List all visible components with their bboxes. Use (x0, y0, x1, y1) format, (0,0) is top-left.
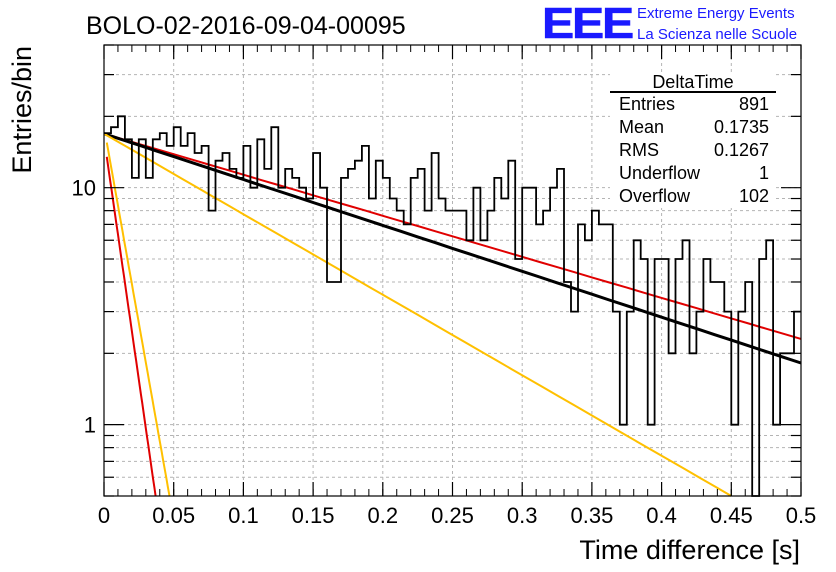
x-axis-label: Time difference [s] (579, 535, 800, 565)
stats-value-underflow: 1 (759, 163, 769, 183)
y-axis-label: Entries/bin (7, 46, 37, 174)
x-tick-label: 0.2 (368, 503, 399, 528)
histogram-series (104, 115, 801, 497)
stats-value-entries: 891 (739, 94, 769, 114)
y-tick-labels: 1 10 (72, 176, 96, 438)
stats-label-rms: RMS (619, 140, 659, 160)
stats-box-title: DeltaTime (652, 72, 733, 92)
stats-box: DeltaTime Entries 891 Mean 0.1735 RMS 0.… (610, 72, 776, 208)
logo-line-2: La Scienza nelle Scuole (637, 26, 797, 43)
fit-line-orange-4 (105, 142, 171, 497)
x-tick-label: 0.05 (152, 503, 195, 528)
stats-label-entries: Entries (619, 94, 675, 114)
x-tick-label: 0.25 (431, 503, 474, 528)
fit-line-red-3 (105, 156, 157, 497)
x-tick-label: 0.35 (570, 503, 613, 528)
x-tick-label: 0.45 (710, 503, 753, 528)
x-tick-label: 0 (98, 503, 110, 528)
x-tick-label: 0.3 (507, 503, 538, 528)
histogram-bins (104, 115, 801, 497)
stats-value-rms: 0.1267 (714, 140, 769, 160)
fit-line-red-0 (103, 132, 802, 340)
fit-line-black-1 (103, 132, 802, 365)
stats-label-mean: Mean (619, 117, 664, 137)
stats-label-underflow: Underflow (619, 163, 701, 183)
eee-logo: EEE (542, 0, 633, 48)
x-tick-label: 0.4 (646, 503, 677, 528)
stats-value-mean: 0.1735 (714, 117, 769, 137)
fit-curves (103, 132, 802, 497)
stats-label-overflow: Overflow (619, 186, 691, 206)
x-tick-label: 0.1 (228, 503, 259, 528)
x-tick-label: 0.5 (786, 503, 817, 528)
y-tick-label: 10 (72, 176, 96, 201)
run-title: BOLO-02-2016-09-04-00095 (86, 12, 406, 40)
axis-ticks (103, 44, 802, 497)
stats-box-background (610, 72, 776, 208)
x-tick-label: 0.15 (292, 503, 335, 528)
x-tick-labels: 0 0.05 0.1 0.15 0.2 0.25 0.3 0.35 0.4 0.45 0.5 (98, 503, 816, 528)
logo-line-1: Extreme Energy Events (637, 5, 795, 22)
stats-value-overflow: 102 (739, 186, 769, 206)
y-tick-label: 1 (84, 413, 96, 438)
